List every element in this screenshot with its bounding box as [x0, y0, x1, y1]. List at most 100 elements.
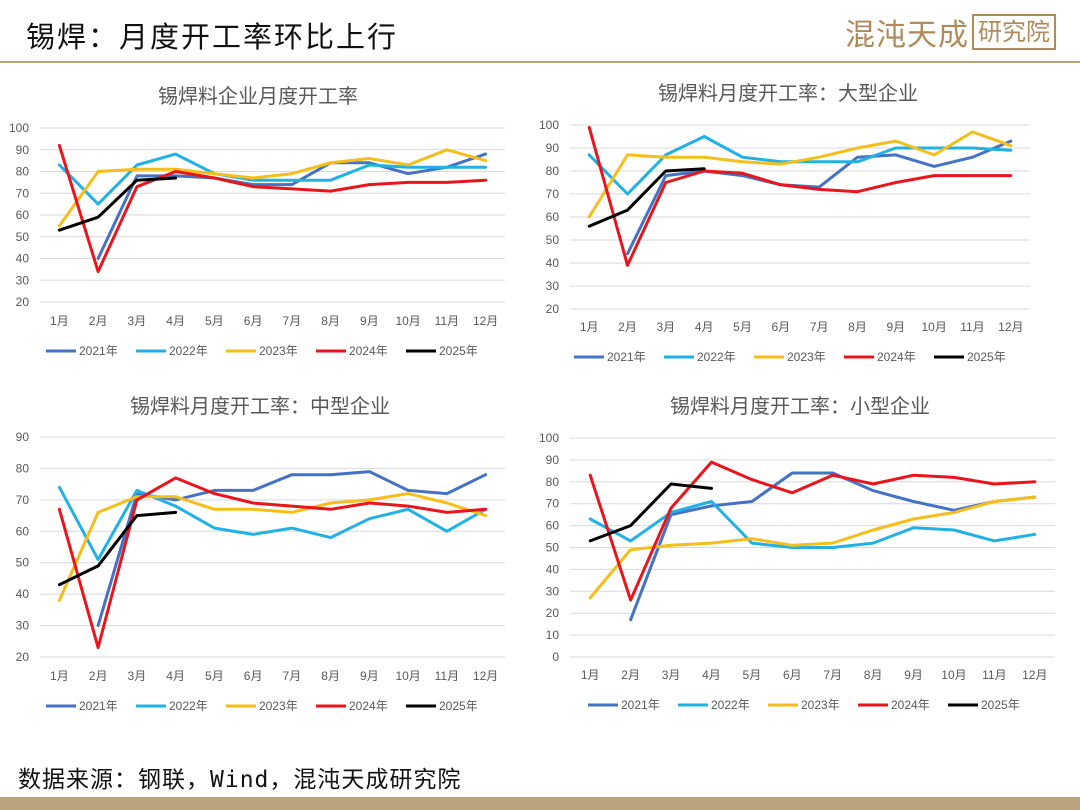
- page-title: 锡焊：月度开工率环比上行: [26, 20, 399, 54]
- x-tick-label: 10月: [395, 314, 420, 328]
- x-tick-label: 11月: [435, 314, 459, 328]
- y-tick-label: 70: [16, 186, 30, 200]
- legend-label: 2021年: [79, 699, 118, 713]
- legend-label: 2024年: [877, 350, 916, 364]
- y-tick-label: 80: [16, 165, 30, 179]
- x-tick-label: 11月: [982, 668, 1006, 682]
- y-tick-label: 70: [546, 497, 560, 511]
- series-line-2023: [57, 148, 488, 228]
- x-tick-label: 7月: [823, 668, 842, 682]
- y-tick-label: 50: [16, 230, 30, 244]
- x-tick-label: 9月: [360, 314, 379, 328]
- y-tick-label: 100: [539, 431, 559, 445]
- x-tick-label: 3月: [128, 314, 147, 328]
- x-tick-label: 10月: [921, 320, 946, 334]
- x-tick-label: 1月: [581, 668, 600, 682]
- chart-title: 锡焊料月度开工率：小型企业: [670, 395, 930, 418]
- legend-label: 2021年: [607, 350, 646, 364]
- x-tick-label: 3月: [662, 668, 681, 682]
- y-tick-label: 20: [16, 295, 30, 309]
- chart-title: 锡焊料月度开工率：中型企业: [130, 395, 390, 418]
- chart-panel-2: 锡焊料月度开工率：大型企业 20 30 40 50 60 70 80 90 100 1月 2月 3月 4月…: [539, 82, 1030, 364]
- legend-label: 2025年: [967, 350, 1006, 364]
- y-tick-label: 40: [16, 587, 30, 601]
- y-tick-label: 40: [546, 562, 560, 576]
- y-tick-label: 20: [16, 650, 30, 664]
- x-tick-label: 5月: [743, 668, 762, 682]
- x-tick-label: 1月: [580, 320, 599, 334]
- legend-label: 2022年: [711, 698, 750, 712]
- x-tick-label: 11月: [960, 320, 984, 334]
- y-tick-label: 70: [546, 187, 560, 201]
- y-tick-label: 100: [9, 121, 29, 135]
- source-note: 数据来源：钢联，Wind，混沌天成研究院: [18, 767, 462, 793]
- x-tick-label: 2月: [89, 314, 108, 328]
- x-tick-label: 2月: [89, 669, 108, 683]
- y-tick-label: 80: [546, 164, 560, 178]
- x-tick-label: 8月: [321, 669, 340, 683]
- logo-script-text: 混沌天成: [845, 18, 969, 53]
- y-tick-label: 100: [539, 118, 559, 132]
- x-tick-label: 3月: [656, 320, 675, 334]
- chart-legend: 2021年 2022年 2023年 2024年 2025年: [588, 698, 1020, 712]
- x-tick-label: 6月: [783, 668, 802, 682]
- y-tick-label: 80: [546, 475, 560, 489]
- y-tick-label: 60: [546, 210, 560, 224]
- series-line-2023: [587, 130, 1013, 219]
- x-tick-label: 7月: [283, 314, 302, 328]
- x-tick-label: 8月: [848, 320, 867, 334]
- legend-label: 2025年: [439, 699, 478, 713]
- series-line-2025: [57, 510, 178, 587]
- series-line-2025: [587, 167, 706, 228]
- header: 锡焊：月度开工率环比上行 混沌天成 研究院: [0, 0, 1080, 64]
- chart-panel-1: 锡焊料企业月度开工率 20 30 40 50 60 70 80 90 100 1月 2月 3月 4月 5月 6…: [9, 85, 505, 358]
- x-tick-label: 11月: [435, 669, 459, 683]
- legend-label: 2024年: [349, 699, 388, 713]
- logo-box-text: 研究院: [972, 14, 1056, 50]
- y-tick-label: 60: [16, 208, 30, 222]
- y-tick-label: 20: [546, 302, 560, 316]
- x-tick-label: 2月: [621, 668, 640, 682]
- x-tick-label: 7月: [283, 669, 302, 683]
- chart-title: 锡焊料月度开工率：大型企业: [658, 82, 918, 105]
- x-tick-label: 10月: [941, 668, 966, 682]
- y-tick-label: 60: [16, 524, 30, 538]
- series-line-2024: [57, 143, 488, 274]
- y-tick-label: 30: [546, 279, 560, 293]
- series-line-2022: [57, 152, 488, 206]
- series-line-2022: [57, 485, 488, 562]
- legend-label: 2023年: [801, 698, 840, 712]
- x-tick-label: 9月: [904, 668, 923, 682]
- legend-label: 2022年: [697, 350, 736, 364]
- series-line-2021: [96, 470, 488, 628]
- chart-legend: 2021年 2022年 2023年 2024年 2025年: [46, 344, 478, 358]
- series-line-2024: [587, 125, 1013, 267]
- x-tick-label: 6月: [771, 320, 790, 334]
- legend-label: 2023年: [787, 350, 826, 364]
- header-divider: [0, 61, 1080, 63]
- x-tick-label: 12月: [998, 320, 1023, 334]
- y-tick-label: 20: [546, 606, 560, 620]
- x-tick-label: 5月: [733, 320, 752, 334]
- chart-legend: 2021年 2022年 2023年 2024年 2025年: [574, 350, 1006, 364]
- x-tick-label: 12月: [1022, 668, 1047, 682]
- legend-label: 2023年: [259, 344, 298, 358]
- chart-panel-4: 锡焊料月度开工率：小型企业 0 10 20 30 40 50 60 70 80 90 100 1月 2月 3…: [539, 395, 1055, 712]
- x-tick-label: 8月: [321, 314, 340, 328]
- x-tick-label: 6月: [244, 314, 263, 328]
- series-line-2023: [57, 492, 488, 602]
- chart-title: 锡焊料企业月度开工率: [158, 85, 358, 108]
- y-tick-label: 40: [546, 256, 560, 270]
- x-tick-label: 1月: [50, 314, 69, 328]
- x-tick-label: 10月: [395, 669, 420, 683]
- y-tick-label: 90: [16, 143, 30, 157]
- chart-legend: 2021年 2022年 2023年 2024年 2025年: [46, 699, 478, 713]
- y-tick-label: 90: [16, 430, 30, 444]
- x-tick-label: 9月: [886, 320, 905, 334]
- x-tick-label: 9月: [360, 669, 379, 683]
- series-line-2024: [588, 460, 1037, 602]
- y-tick-label: 40: [16, 252, 30, 266]
- x-tick-label: 2月: [618, 320, 637, 334]
- y-tick-label: 70: [16, 493, 30, 507]
